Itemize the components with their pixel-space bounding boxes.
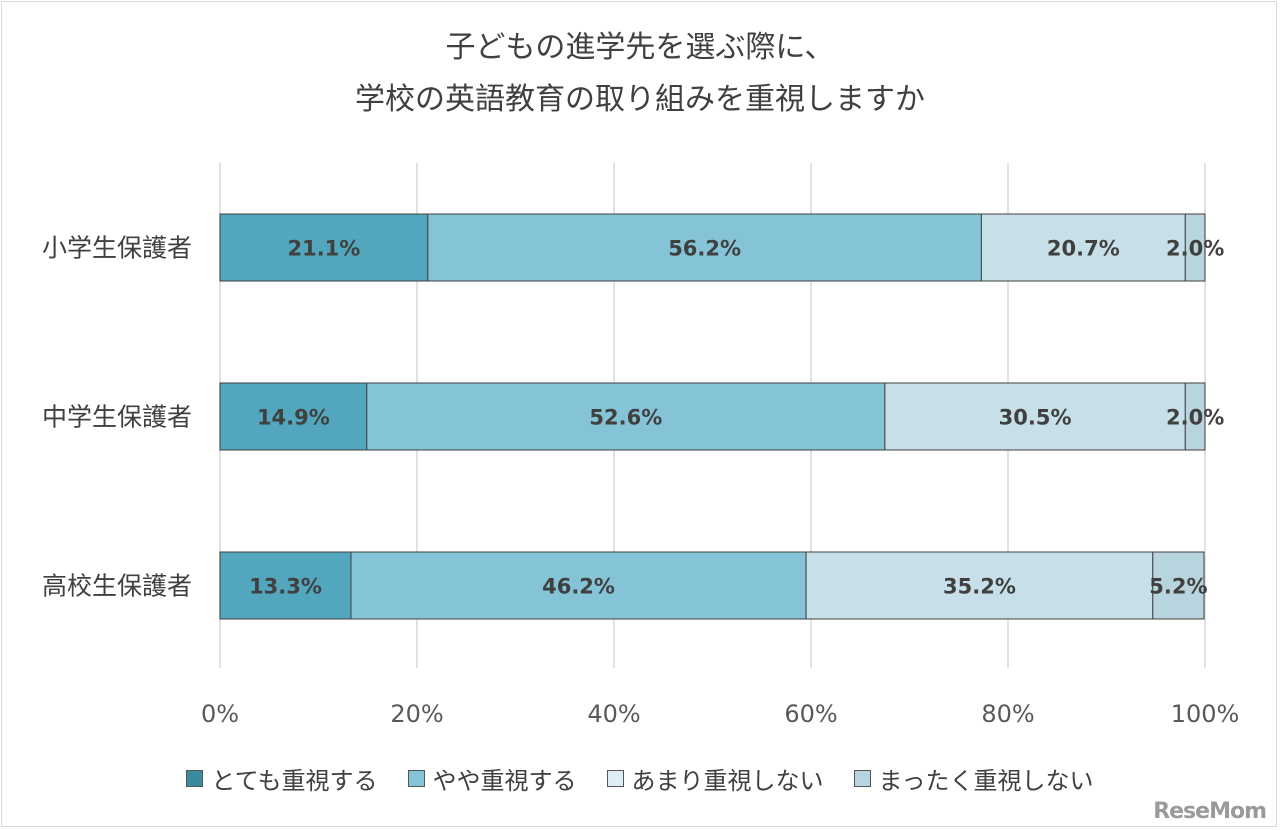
legend-label: やや重視する: [432, 766, 577, 795]
x-tick-label: 20%: [390, 700, 443, 728]
data-label: 21.1%: [287, 237, 360, 261]
category-label: 高校生保護者: [42, 572, 192, 601]
data-label: 46.2%: [542, 575, 615, 599]
bar-segment: [1184, 213, 1206, 282]
data-label: 2.0%: [1166, 406, 1224, 430]
legend-swatch: [853, 769, 871, 787]
bar-segment: [219, 213, 429, 282]
legend-swatch: [407, 769, 425, 787]
legend-label: まったく重視しない: [878, 766, 1094, 795]
category-label: 中学生保護者: [42, 403, 192, 432]
legend-label: あまり重視しない: [631, 766, 824, 795]
category-label: 小学生保護者: [42, 234, 192, 263]
legend-item: とても重視する: [186, 761, 378, 796]
bar-segment: [1152, 551, 1205, 620]
data-label: 5.2%: [1149, 575, 1207, 599]
x-tick-label: 80%: [981, 700, 1034, 728]
resemom-logo: ReseMom: [1153, 799, 1267, 824]
chart-title-line1: 子どもの進学先を選ぶ際に、: [445, 30, 835, 65]
legend-item: まったく重視しない: [853, 761, 1094, 796]
bar-segment: [980, 213, 1186, 282]
data-label: 35.2%: [943, 575, 1016, 599]
data-label: 14.9%: [257, 406, 330, 430]
chart-legend: とても重視する やや重視する あまり重視しない まったく重視しない: [0, 760, 1280, 796]
bar-segment: [1184, 382, 1206, 451]
data-label: 52.6%: [589, 406, 662, 430]
legend-swatch: [606, 769, 624, 787]
data-label: 56.2%: [668, 237, 741, 261]
bar-segment: [805, 551, 1154, 620]
x-tick-label: 40%: [587, 700, 640, 728]
data-label: 20.7%: [1047, 237, 1120, 261]
legend-label: とても重視する: [211, 766, 378, 795]
data-label: 13.3%: [249, 575, 322, 599]
bar-chart: 0% 20% 40% 60% 80% 100% 小学生保護者 21.1% 56.2% 20.7% 2…: [42, 163, 1240, 728]
x-tick-label: 60%: [784, 700, 837, 728]
bar-segment: [366, 382, 886, 451]
bar-segment: [884, 382, 1186, 451]
legend-item: あまり重視しない: [606, 761, 824, 796]
x-tick-label: 0%: [201, 700, 239, 728]
bar-segment: [219, 551, 352, 620]
legend-item: やや重視する: [407, 761, 577, 796]
data-label: 30.5%: [999, 406, 1072, 430]
chart-title-line2: 学校の英語教育の取り組みを重視しますか: [355, 82, 925, 117]
legend-swatch: [186, 769, 204, 787]
x-tick-label: 100%: [1171, 700, 1240, 728]
data-label: 2.0%: [1166, 237, 1224, 261]
bar-segment: [219, 382, 368, 451]
bar-segment: [427, 213, 982, 282]
